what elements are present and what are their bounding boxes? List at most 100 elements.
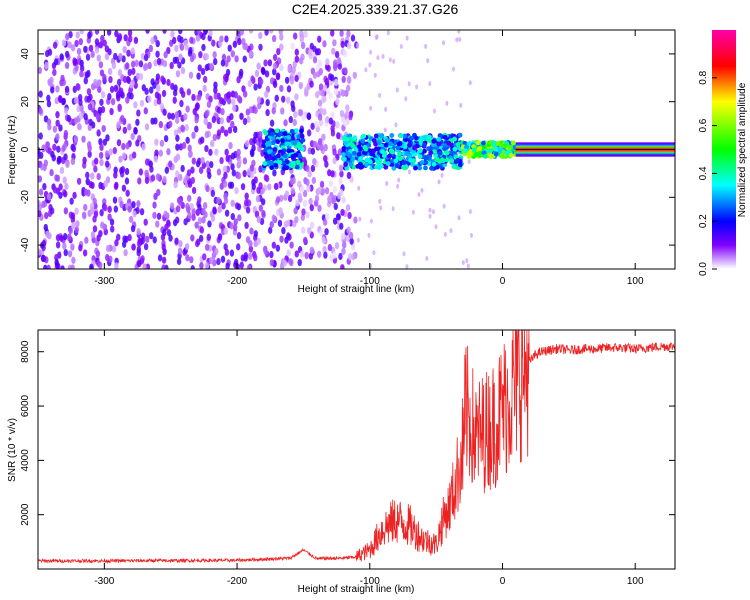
spectrogram-cell bbox=[55, 234, 61, 242]
spectrogram-cell bbox=[426, 146, 432, 152]
spectrogram-cell bbox=[56, 156, 62, 164]
spectrogram-cell bbox=[306, 226, 312, 235]
spectrogram-cell bbox=[172, 56, 178, 64]
spectrogram-cell bbox=[266, 160, 271, 166]
spectrogram-cell bbox=[285, 96, 291, 104]
spectrogram-cell bbox=[455, 37, 459, 43]
spectrogram-cell bbox=[94, 38, 100, 46]
spectrogram-cell bbox=[225, 68, 231, 77]
spectrogram-cell bbox=[332, 195, 338, 203]
spectrogram-cell bbox=[236, 203, 242, 211]
spectrogram-cell bbox=[169, 61, 174, 70]
spectrogram-cell bbox=[499, 154, 505, 159]
spectrogram-cell bbox=[83, 77, 88, 85]
spectrogram-cell bbox=[290, 163, 295, 169]
spectrogram-ytick-label: -40 bbox=[20, 237, 31, 252]
spectrogram-cell bbox=[197, 196, 202, 204]
spectrogram-cell bbox=[49, 207, 55, 215]
spectrogram-cell bbox=[187, 144, 192, 152]
spectrogram-cell bbox=[221, 53, 227, 61]
spectrogram-cell bbox=[209, 160, 214, 169]
spectrogram-cell bbox=[86, 88, 92, 96]
spectrogram-cell bbox=[319, 180, 325, 188]
spectrogram-cell bbox=[76, 47, 82, 56]
spectrogram-cell bbox=[196, 93, 202, 101]
spectrogram-cell bbox=[300, 41, 306, 50]
spectrogram-cell bbox=[244, 140, 250, 148]
spectrogram-cell bbox=[65, 33, 70, 41]
spectrogram-cell bbox=[358, 156, 364, 161]
spectrogram-cell bbox=[275, 72, 281, 80]
spectrogram-cell bbox=[310, 164, 316, 173]
spectrogram-cell bbox=[204, 243, 210, 251]
spectrogram-cell bbox=[206, 233, 212, 241]
spectrogram-cell bbox=[428, 207, 432, 213]
spectrogram-cell bbox=[147, 61, 152, 70]
spectrogram-cell bbox=[284, 165, 290, 171]
spectrogram-cell bbox=[100, 91, 106, 99]
spectrogram-cell bbox=[46, 193, 52, 201]
spectrogram-cell bbox=[38, 151, 44, 159]
spectrogram-cell bbox=[99, 69, 105, 77]
snr-line bbox=[38, 330, 675, 565]
spectrogram-cell bbox=[294, 55, 300, 63]
spectrogram-cell bbox=[150, 78, 155, 86]
spectrogram-cell bbox=[201, 216, 206, 224]
spectrogram-cell bbox=[63, 153, 68, 161]
spectrogram-cell bbox=[90, 181, 95, 190]
spectrogram-cell bbox=[272, 169, 277, 177]
spectrogram-cell bbox=[285, 219, 291, 227]
spectrogram-cell bbox=[123, 249, 128, 257]
spectrogram-cell bbox=[340, 208, 345, 217]
spectrogram-cell bbox=[157, 254, 163, 262]
spectrogram-cell bbox=[293, 110, 298, 119]
spectrogram-cell bbox=[274, 94, 279, 102]
spectrogram-cell bbox=[269, 119, 275, 127]
spectrogram-cell bbox=[356, 144, 362, 149]
spectrogram-cell bbox=[199, 226, 205, 234]
spectrogram-cell bbox=[112, 147, 118, 155]
spectrogram-cell bbox=[198, 234, 204, 243]
spectrogram-cell bbox=[394, 122, 398, 128]
spectrogram-cell bbox=[338, 252, 343, 261]
spectrogram-cell bbox=[461, 260, 465, 266]
spectrogram-cell bbox=[286, 85, 292, 93]
spectrogram-cell bbox=[100, 221, 105, 229]
spectrogram-cell bbox=[163, 210, 168, 218]
spectrogram-cell bbox=[200, 67, 206, 76]
spectrogram-cell bbox=[49, 76, 54, 84]
spectrogram-cell bbox=[107, 205, 112, 213]
spectrogram-cell bbox=[256, 215, 262, 223]
spectrogram-cell bbox=[292, 60, 297, 69]
spectrogram-cell bbox=[373, 133, 379, 139]
spectrogram-cell bbox=[116, 121, 121, 129]
spectrogram-cell bbox=[113, 52, 118, 61]
spectrogram-cell bbox=[205, 184, 210, 193]
spectrogram-cell bbox=[451, 66, 455, 72]
spectrogram-cell bbox=[113, 84, 119, 93]
spectrogram-cell bbox=[348, 162, 354, 168]
spectrogram-cell bbox=[287, 64, 292, 72]
spectrogram-cell bbox=[127, 30, 133, 37]
spectrogram-cell bbox=[353, 147, 359, 152]
spectrogram-cell bbox=[264, 30, 269, 36]
spectrogram-cell bbox=[275, 139, 281, 144]
spectrogram-cell bbox=[318, 107, 324, 115]
spectrogram-cell bbox=[208, 257, 214, 265]
spectrogram-cell bbox=[156, 84, 161, 92]
spectrogram-cell bbox=[195, 34, 201, 42]
spectrogram-cell bbox=[130, 47, 135, 55]
spectrogram-cell bbox=[189, 256, 194, 264]
spectrogram-cell bbox=[104, 45, 110, 53]
spectrogram-cell bbox=[62, 176, 67, 184]
spectrogram-cell bbox=[93, 157, 99, 165]
spectrogram-cell bbox=[292, 118, 297, 127]
spectrogram-cell bbox=[361, 133, 367, 139]
spectrogram-cell bbox=[264, 154, 269, 160]
spectrogram-cell bbox=[376, 55, 380, 61]
spectrogram-cell bbox=[244, 221, 249, 230]
spectrogram-cell bbox=[124, 177, 130, 185]
spectrogram-cell bbox=[317, 113, 323, 121]
spectrogram-cell bbox=[182, 248, 187, 256]
